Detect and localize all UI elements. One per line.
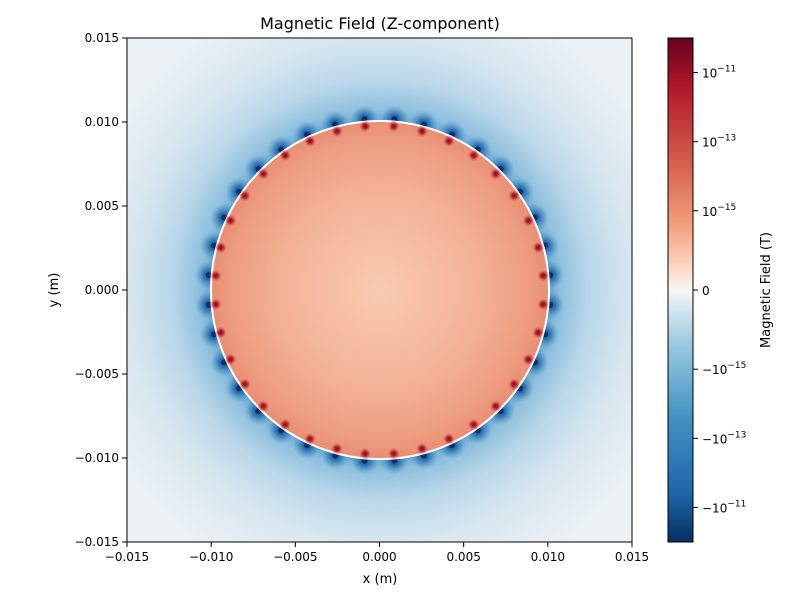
colorbar-tick-label: −10−15 [702,361,746,377]
inner-pole [257,400,270,413]
inner-pole [532,326,545,339]
inner-pole [467,418,480,431]
inner-pole [238,189,251,202]
y-tick-label: 0.000 [85,283,119,297]
inner-pole [214,326,227,339]
inner-pole [416,442,429,455]
inner-pole [304,432,317,445]
inner-pole [238,378,251,391]
inner-pole [209,298,222,311]
x-tick-label: −0.005 [273,550,317,564]
inner-pole [442,432,455,445]
y-tick-label: 0.010 [85,115,119,129]
x-tick-label: 0.010 [531,550,565,564]
inner-pole [224,353,237,366]
inner-pole [209,269,222,282]
x-tick-label: −0.015 [105,550,149,564]
inner-pole [489,400,502,413]
inner-pole [508,378,521,391]
colorbar-tick-label: −10−13 [702,430,746,446]
inner-pole [214,241,227,254]
colorbar-tick-label: 10−13 [702,134,736,150]
y-tick-label: −0.010 [75,451,119,465]
x-axis-label: x (m) [363,572,398,587]
colorbar-tick-label: −10−11 [702,499,746,515]
inside-field-disk [210,120,550,460]
y-tick-label: 0.005 [85,199,119,213]
inner-pole [359,120,372,133]
colorbar-label: Magnetic Field (T) [759,232,774,348]
inner-pole [522,353,535,366]
inner-pole [442,135,455,148]
inner-pole [279,149,292,162]
inner-pole [330,125,343,138]
inner-pole [387,447,400,460]
inner-pole [467,149,480,162]
inner-pole [279,418,292,431]
colorbar-tick-label: 10−15 [702,203,736,219]
y-tick-label: −0.015 [75,535,119,549]
inner-pole [532,241,545,254]
x-tick-label: 0.015 [615,550,649,564]
inner-pole [489,167,502,180]
y-axis-label: y (m) [47,273,62,308]
inner-pole-group [209,120,550,460]
colorbar-ticks: 10−11 10−13 10−15 0 −10−15 −10−13 −10−11 [693,65,746,515]
inner-pole [330,442,343,455]
inner-pole [522,214,535,227]
colorbar-tick-label: 10−11 [702,65,736,81]
x-axis: −0.015 −0.010 −0.005 0.000 0.005 0.010 0.015 [105,542,649,564]
inner-pole [257,167,270,180]
y-tick-label: 0.015 [85,31,119,45]
inner-pole [359,447,372,460]
inner-pole [224,214,237,227]
y-axis: −0.015 −0.010 −0.005 0.000 0.005 0.010 0.015 [75,31,127,549]
field-heatmap [127,38,632,542]
inner-pole [508,189,521,202]
x-tick-label: −0.010 [189,550,233,564]
inner-pole [416,125,429,138]
chart-title: Magnetic Field (Z-component) [260,14,500,33]
inner-pole [387,120,400,133]
x-tick-label: 0.005 [446,550,480,564]
x-tick-label: 0.000 [362,550,396,564]
colorbar [667,37,694,543]
colorbar-tick-label: 0 [702,284,710,298]
inner-pole [304,135,317,148]
y-tick-label: −0.005 [75,367,119,381]
inner-pole [537,298,550,311]
inner-pole [537,269,550,282]
